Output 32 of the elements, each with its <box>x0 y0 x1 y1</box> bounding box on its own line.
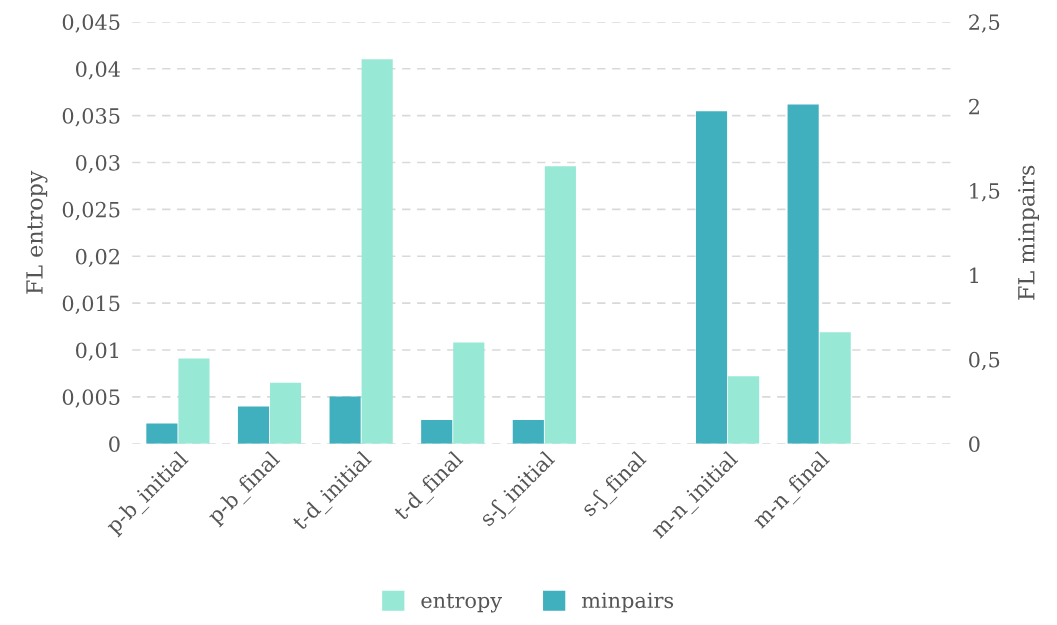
bar <box>819 332 851 444</box>
bar <box>787 104 819 444</box>
bar <box>361 59 393 444</box>
y-tick-label: 0 <box>109 436 120 452</box>
y-tick-label: 0,02 <box>76 248 119 267</box>
y-tick-label: 0,025 <box>62 201 120 221</box>
y2-tick-label: 0,5 <box>969 351 1000 371</box>
y2-tick-label: 2,5 <box>969 14 1000 33</box>
bar <box>329 396 361 444</box>
y2-tick-label: 1,5 <box>970 183 1000 202</box>
y2-tick-label: 1 <box>970 267 978 283</box>
bar <box>421 420 453 444</box>
y-tick-label: 0,015 <box>62 295 120 314</box>
bar <box>512 420 544 444</box>
y-tick-label: 0,01 <box>76 342 119 361</box>
y-tick-label: 0,005 <box>62 389 120 408</box>
y-tick-label: 0,03 <box>76 154 120 174</box>
y-axis-title: FL entropy <box>26 170 48 294</box>
legend-label: entropy <box>421 593 503 613</box>
y2-axis-title: FL minpairs <box>1018 165 1039 300</box>
y2-tick-label: 2 <box>969 98 979 115</box>
y2-tick-label: 0 <box>969 436 980 452</box>
bar <box>453 342 485 444</box>
y-tick-label: 0,035 <box>62 108 120 127</box>
bar <box>146 423 178 444</box>
y-tick-label: 0,04 <box>76 61 120 80</box>
bar <box>544 166 576 444</box>
bar <box>728 376 760 444</box>
bar <box>178 358 210 444</box>
bar <box>695 111 728 444</box>
legend-label: minpairs <box>582 592 674 613</box>
y-tick-label: 0,045 <box>62 14 120 33</box>
